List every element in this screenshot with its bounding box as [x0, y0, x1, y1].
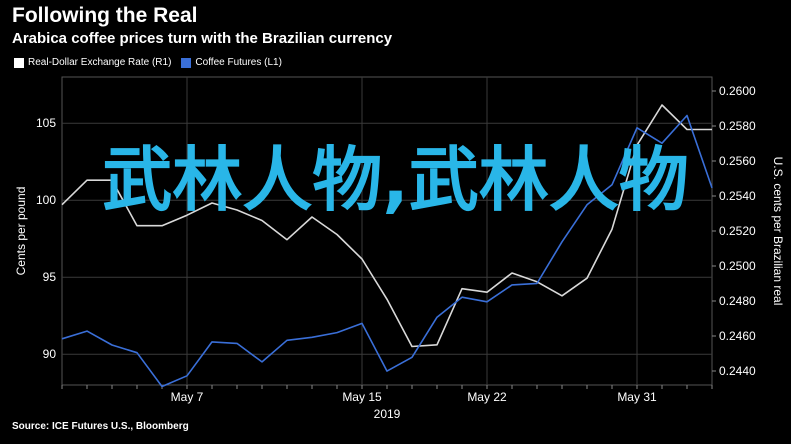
right-axis-tick-label: 0.2560 [719, 154, 756, 168]
x-tick-label: May 7 [171, 390, 204, 404]
series-line-brl [61, 104, 712, 348]
left-axis-title: Cents per pound [14, 187, 28, 276]
right-axis-tick-label: 0.2580 [719, 119, 756, 133]
legend-label-brl: Real-Dollar Exchange Rate (R1) [28, 57, 172, 68]
right-axis-title: U.S. cents per Brazilian real [771, 157, 785, 306]
legend-label-coffee: Coffee Futures (L1) [195, 57, 282, 68]
source-note: Source: ICE Futures U.S., Bloomberg [12, 421, 189, 432]
left-axis-tick-label: 90 [43, 347, 57, 361]
chart-title: Following the Real [12, 4, 198, 27]
right-axis-tick-label: 0.2540 [719, 189, 756, 203]
x-tick-label: May 15 [342, 390, 382, 404]
left-axis-tick-label: 100 [36, 193, 56, 207]
legend-item-coffee: Coffee Futures (L1) [181, 57, 282, 68]
overlay-watermark-text: 武林人物,武林人物 [102, 139, 689, 221]
legend-item-brl: Real-Dollar Exchange Rate (R1) [14, 57, 171, 68]
right-axis-tick-label: 0.2480 [719, 294, 756, 308]
x-year-label: 2019 [374, 407, 401, 421]
right-axis-tick-label: 0.2600 [719, 84, 756, 98]
left-axis-tick-label: 95 [43, 270, 57, 284]
legend-swatch-brl [14, 57, 24, 68]
x-tick-label: May 31 [617, 390, 657, 404]
series-line-coffee [61, 114, 713, 388]
chart-subtitle: Arabica coffee prices turn with the Braz… [12, 30, 393, 47]
x-tick-label: May 22 [467, 390, 507, 404]
right-axis-tick-label: 0.2460 [719, 329, 756, 343]
right-axis-tick-label: 0.2500 [719, 259, 756, 273]
legend-swatch-coffee [181, 57, 192, 68]
legend: Real-Dollar Exchange Rate (R1) Coffee Fu… [14, 57, 292, 68]
right-axis-tick-label: 0.2520 [719, 224, 756, 238]
left-axis-tick-label: 105 [36, 116, 56, 130]
right-axis-tick-label: 0.2440 [719, 364, 756, 378]
